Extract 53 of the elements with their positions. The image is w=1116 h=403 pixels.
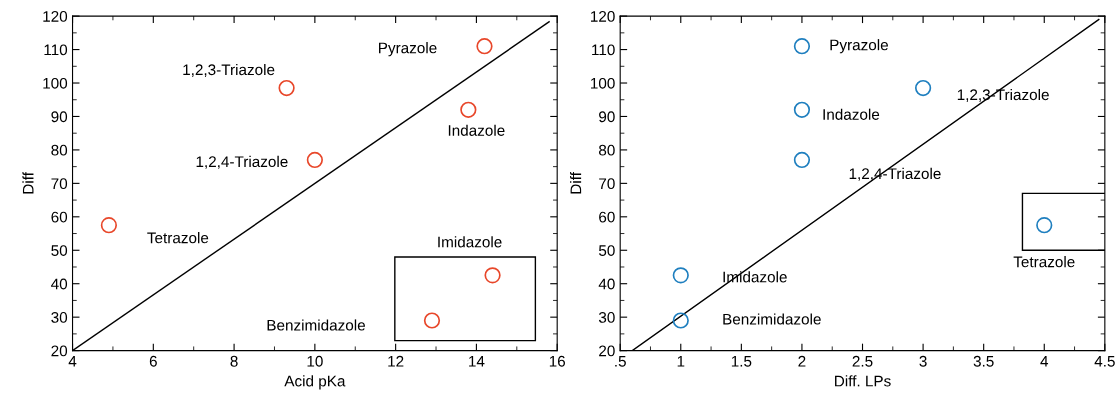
annotation: Imidazole: [438, 236, 502, 248]
y-tick-label: 80: [51, 144, 68, 156]
annotation: Indazole: [448, 124, 505, 136]
y-tick-label: 20: [599, 345, 615, 357]
y-tick-label: 70: [599, 178, 615, 190]
x-tick-label: 8: [230, 355, 238, 367]
y-tick-label: 110: [592, 44, 615, 56]
y-tick-label: 90: [51, 111, 68, 123]
x-tick-label: 10: [307, 355, 323, 367]
annotation: Benzimidazole: [267, 319, 365, 331]
y-tick-label: 100: [43, 77, 68, 89]
y-tick-label: 80: [599, 144, 615, 156]
x-tick-label: 3.5: [973, 355, 994, 367]
x-tick-label: 2: [798, 355, 806, 367]
x-tick-label: .5: [615, 356, 626, 367]
x-tick-label: 1: [677, 356, 685, 367]
x-tick-label: 4: [68, 356, 77, 367]
y-tick-label: 50: [598, 245, 615, 256]
y-tick-label: 50: [51, 245, 68, 256]
annotation: 1,2,4-Triazole: [196, 155, 288, 169]
x-tick-label: 3: [919, 355, 927, 367]
y-tick-label: 40: [598, 278, 615, 290]
annotation: Pyrazole: [379, 42, 437, 57]
y-tick-label: 30: [598, 312, 615, 323]
x-tick-label: 4.5: [1094, 356, 1115, 367]
y-tick-label: 100: [591, 77, 615, 89]
y-tick-label: 90: [599, 111, 615, 123]
x-tick-label: 16: [549, 355, 566, 367]
annotation: Indazole: [823, 108, 880, 120]
annotation: Tetrazole: [1013, 256, 1075, 268]
y-axis-title: Diff: [570, 172, 582, 194]
annotation: Benzimidazole: [723, 313, 821, 325]
x-tick-label: 2.5: [852, 355, 873, 367]
y-tick-label: 30: [51, 312, 68, 323]
y-tick-label: 120: [43, 10, 68, 22]
y-tick-label: 60: [599, 211, 615, 223]
y-tick-label: 70: [51, 178, 68, 190]
x-tick-label: 4: [1040, 356, 1049, 367]
annotation: Tetrazole: [147, 232, 209, 244]
x-tick-label: 12: [388, 355, 404, 367]
y-tick-label: 60: [51, 211, 68, 223]
x-tick-label: 14: [469, 356, 485, 367]
y-tick-label: 120: [591, 10, 615, 22]
x-axis-title: Diff. LPs: [835, 375, 891, 387]
y-tick-label: 110: [44, 44, 68, 56]
x-tick-label: 6: [149, 355, 157, 367]
x-tick-label: 1.5: [731, 356, 752, 367]
annotation: Pyrazole: [830, 39, 888, 54]
y-tick-label: 20: [51, 345, 68, 357]
y-axis-title: Diff: [22, 172, 34, 194]
annotation: 1,2,3-Triazole: [183, 63, 275, 77]
x-axis-title: Acid pKa: [284, 375, 346, 390]
y-tick-label: 40: [51, 278, 68, 290]
